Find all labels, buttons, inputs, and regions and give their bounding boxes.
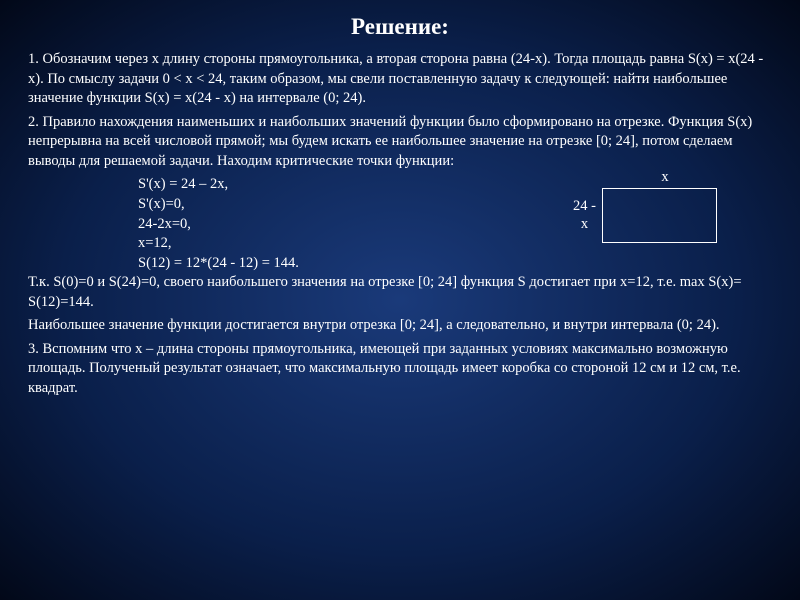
diagram-x-label: х (661, 169, 668, 186)
paragraph-2: 2. Правило нахождения наименьших и наибо… (28, 113, 772, 172)
slide-title: Решение: (28, 14, 772, 40)
calc-and-diagram-row: S'(x) = 24 – 2x, S'(x)=0, 24-2x=0, x=12,… (28, 175, 772, 273)
diagram-rect-wrap: 24 - х (573, 188, 717, 243)
diagram-rectangle (602, 188, 717, 243)
paragraph-1: 1. Обозначим через х длину стороны прямо… (28, 50, 772, 109)
calc-line-5: S(12) = 12*(24 - 12) = 144. (28, 254, 772, 274)
diagram-y-label: 24 - х (573, 198, 596, 233)
rectangle-diagram: х 24 - х (573, 169, 717, 243)
diagram-y-label-top: 24 - (573, 198, 596, 214)
paragraph-5: 3. Вспомним что х – длина стороны прямоу… (28, 340, 772, 399)
paragraph-3: Т.к. S(0)=0 и S(24)=0, своего наибольшег… (28, 273, 772, 312)
paragraph-4: Наибольшее значение функции достигается … (28, 316, 772, 336)
diagram-y-label-bot: х (581, 216, 588, 232)
